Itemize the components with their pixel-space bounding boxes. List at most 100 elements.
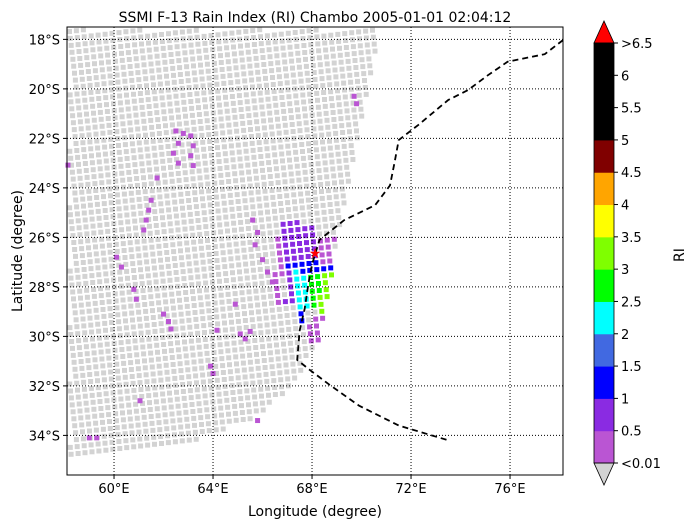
swath-pixel [73, 84, 79, 90]
swath-pixel [202, 217, 208, 223]
swath-pixel [305, 77, 311, 83]
colorbar: <0.010.511.522.533.544.555.56>6.5 [593, 20, 661, 486]
colorbar-tick-label: 5.5 [621, 102, 642, 117]
swath-pixel [122, 142, 128, 148]
swath-pixel [176, 290, 182, 296]
swath-pixel [103, 334, 109, 340]
swath-pixel [209, 103, 215, 109]
swath-pixel [252, 401, 258, 407]
swath-pixel [143, 76, 149, 82]
swath-pixel [228, 80, 234, 86]
swath-pixel [149, 420, 155, 426]
swath-pixel [244, 155, 250, 161]
swath-pixel [138, 210, 144, 216]
swath-pixel [98, 286, 103, 292]
swath-pixel [117, 446, 123, 451]
rain-pixel [175, 140, 181, 146]
swath-pixel [275, 60, 281, 66]
swath-pixel [310, 295, 316, 301]
swath-pixel [242, 318, 248, 323]
swath-pixel [129, 134, 135, 140]
swath-pixel [208, 385, 214, 391]
swath-pixel [292, 206, 298, 212]
swath-pixel [238, 43, 243, 49]
swath-pixel [210, 279, 215, 285]
swath-pixel [294, 340, 300, 345]
swath-pixel [346, 122, 352, 128]
swath-pixel [253, 288, 259, 294]
swath-pixel [237, 212, 243, 218]
swath-pixel [106, 179, 112, 185]
swath-pixel [154, 110, 160, 116]
swath-pixel [164, 137, 170, 143]
swath-pixel [316, 281, 321, 286]
swath-pixel [232, 114, 238, 120]
swath-pixel [81, 323, 87, 329]
swath-pixel [337, 165, 343, 171]
swath-pixel [257, 266, 263, 272]
swath-pixel [187, 35, 193, 41]
swath-pixel [302, 169, 308, 175]
swath-pixel [283, 129, 289, 135]
swath-pixel [117, 389, 123, 395]
swath-pixel [164, 80, 170, 86]
swath-pixel [139, 161, 145, 167]
swath-pixel [273, 222, 279, 228]
swath-pixel [338, 59, 344, 65]
swath-pixel [320, 139, 325, 145]
swath-pixel [196, 105, 201, 111]
swath-pixel [297, 241, 302, 246]
coastline [296, 39, 564, 442]
swath-pixel [169, 411, 175, 417]
swath-pixel [207, 371, 212, 377]
swath-pixel [196, 401, 202, 407]
swath-pixel [118, 396, 124, 402]
swath-pixel [307, 267, 313, 273]
swath-pixel [230, 277, 236, 283]
swath-pixel [314, 330, 320, 336]
swath-pixel [70, 176, 76, 182]
swath-pixel [74, 444, 80, 450]
swath-pixel [156, 187, 162, 193]
swath-pixel [111, 44, 117, 50]
swath-pixel [152, 441, 157, 447]
swath-pixel [101, 137, 107, 143]
swath-pixel [106, 355, 112, 361]
swath-pixel [103, 215, 109, 220]
swath-pixel [261, 125, 267, 131]
swath-pixel [279, 327, 285, 333]
swath-pixel [300, 155, 306, 161]
swath-pixel [267, 167, 272, 173]
swath-pixel [131, 35, 137, 41]
swath-pixel [188, 331, 194, 337]
swath-pixel [212, 237, 217, 243]
swath-pixel [102, 384, 108, 390]
swath-pixel [295, 290, 301, 296]
swath-pixel [237, 389, 243, 395]
swath-pixel [96, 392, 102, 398]
swath-pixel [150, 427, 156, 433]
swath-pixel [178, 311, 184, 317]
swath-pixel [87, 195, 93, 201]
swath-pixel [258, 97, 264, 103]
x-tick-label: 72°E [395, 482, 426, 497]
swath-pixel [183, 57, 189, 63]
swath-pixel [174, 396, 180, 402]
swath-pixel [260, 287, 266, 293]
swath-pixel [275, 236, 281, 242]
swath-pixel [93, 251, 99, 257]
swath-pixel [96, 96, 102, 101]
colorbar-tick-label: 3.5 [621, 231, 642, 246]
swath-pixel [333, 74, 339, 80]
swath-pixel [184, 360, 190, 366]
swath-pixel [153, 279, 159, 285]
swath-pixel [81, 267, 87, 272]
swath-pixel [247, 296, 253, 302]
swath-pixel [86, 308, 92, 314]
swath-pixel [314, 267, 320, 273]
swath-pixel [224, 397, 230, 403]
swath-pixel [245, 49, 251, 55]
swath-pixel [167, 277, 173, 283]
swath-pixel [217, 109, 223, 115]
swath-pixel [190, 232, 196, 238]
